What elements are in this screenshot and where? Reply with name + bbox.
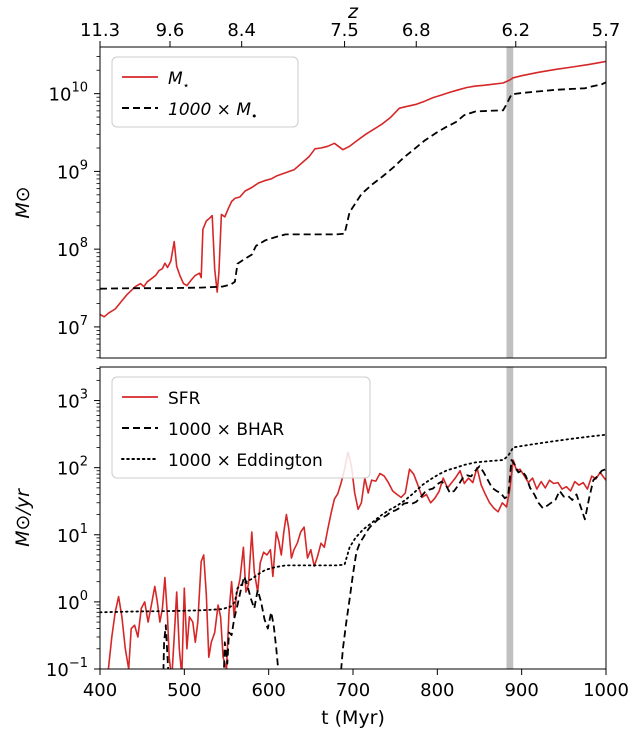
x-tick-label: 700: [336, 680, 370, 701]
y-tick-label: 107: [57, 314, 88, 339]
series-line-2: [100, 433, 606, 614]
y-tick-label: 102: [57, 455, 88, 480]
x-axis-label: t (Myr): [321, 707, 385, 729]
series-line-0: [107, 451, 606, 669]
top-axis-tick-label: 8.4: [227, 20, 256, 41]
top-axis-tick-label: 7.5: [330, 20, 359, 41]
top-axis-tick-label: 6.2: [501, 20, 530, 41]
y-tick-label: 103: [57, 388, 88, 413]
series-line-1: [100, 81, 606, 290]
top-axis-tick-label: 11.3: [80, 20, 120, 41]
x-tick-label: 500: [167, 680, 201, 701]
plot-area: [100, 433, 606, 669]
legend: M⋆ 1000 × M•: [111, 56, 299, 128]
legend-label: M⋆: [168, 69, 190, 92]
y-tick-label: 10−1: [46, 656, 88, 681]
series-line-1: [162, 459, 606, 669]
y-tick-label: 101: [57, 522, 88, 547]
x-tick-label: 400: [83, 680, 117, 701]
y-tick-label: 108: [57, 236, 88, 261]
bottom-panel: 10−1 100 101 102 103 M⊙/yr 400 500 600 700 800 900 1…: [12, 366, 629, 729]
shaded-band: [506, 367, 514, 669]
y-axis-label: M⊙: [12, 186, 34, 218]
top-panel: 107 108 109 1010 M⊙ 11.3 9.6 8.4 7.5 6.8 6.2 5.7 z M⋆…: [12, 1, 621, 359]
legend-label: 1000 × M•: [168, 100, 257, 123]
top-axis-tick-label: 5.7: [592, 20, 621, 41]
y-tick-label: 1010: [49, 81, 88, 106]
plot-area: [100, 60, 606, 318]
series-line-0: [100, 60, 606, 318]
top-axis-label: z: [347, 1, 359, 23]
top-axis-tick-label: 6.8: [402, 20, 431, 41]
shaded-band: [506, 47, 514, 358]
x-tick-label: 600: [251, 680, 285, 701]
x-tick-label: 800: [420, 680, 454, 701]
x-tick-label: 900: [504, 680, 538, 701]
y-axis-label: M⊙/yr: [12, 488, 34, 547]
legend-box: [111, 56, 299, 128]
legend-label: 1000 × BHAR: [168, 420, 284, 440]
legend: SFR 1000 × BHAR 1000 × Eddington: [111, 376, 371, 479]
legend-label: 1000 × Eddington: [168, 451, 323, 471]
y-tick-label: 109: [57, 158, 88, 183]
x-tick-label: 1000: [583, 680, 629, 701]
y-tick-label: 100: [57, 589, 88, 614]
top-axis-tick-label: 9.6: [156, 20, 185, 41]
legend-box: [111, 376, 371, 479]
legend-label: SFR: [168, 389, 201, 409]
